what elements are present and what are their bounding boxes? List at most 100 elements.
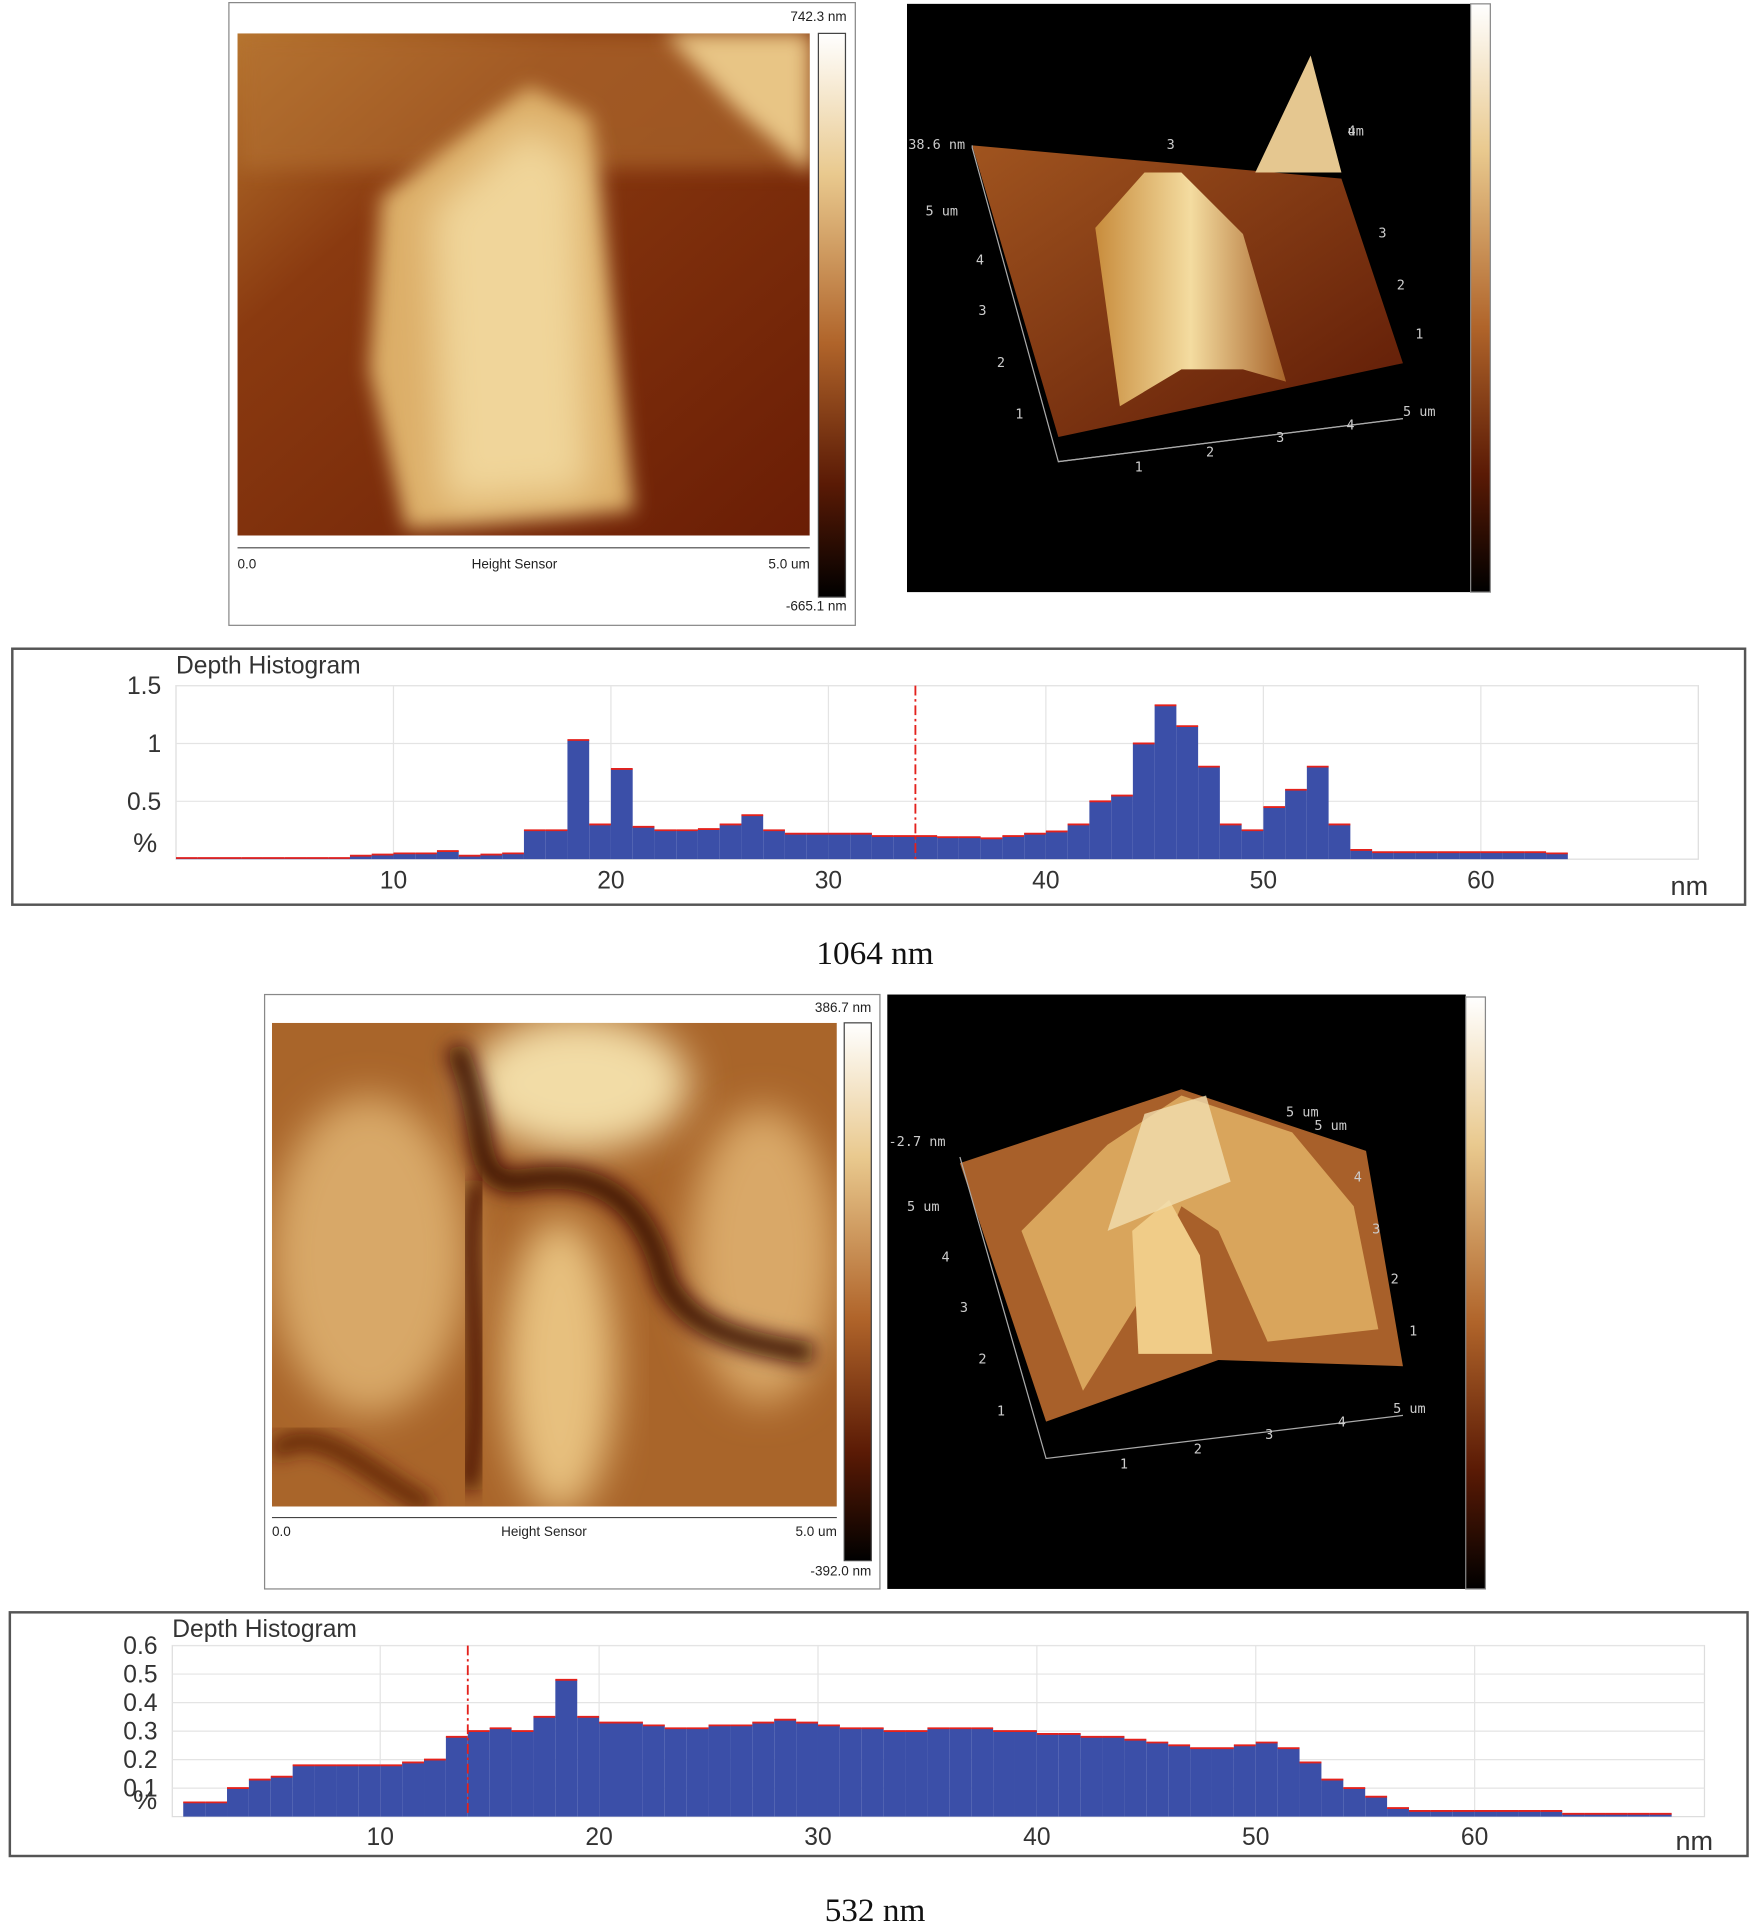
axis-label-3d: 3 — [1378, 226, 1386, 242]
bar — [1219, 824, 1242, 860]
y-tick-label: 1.5 — [127, 673, 161, 700]
bar — [719, 824, 742, 860]
bar — [1036, 1733, 1059, 1817]
bar — [871, 836, 894, 860]
bar — [1067, 824, 1090, 860]
scale-min: -665.1 nm — [786, 599, 847, 614]
bar — [784, 833, 807, 860]
x-start: 0.0 — [272, 1524, 291, 1539]
bar — [1263, 807, 1286, 860]
bar — [1387, 1808, 1409, 1817]
bar — [1233, 1745, 1256, 1817]
bar — [358, 1765, 381, 1817]
axis-label-3d: 1 — [1409, 1323, 1417, 1339]
y-tick-label: 0.1 — [123, 1776, 157, 1803]
bar — [599, 1722, 622, 1817]
bar — [1328, 824, 1351, 860]
bar — [1408, 1810, 1431, 1817]
bar — [270, 1776, 293, 1817]
bar — [1299, 1762, 1322, 1817]
axis-label-3d: 38.6 nm — [908, 137, 965, 153]
bar — [1649, 1813, 1672, 1817]
axis-label-3d: 4 — [1346, 418, 1354, 434]
bar — [1540, 1810, 1563, 1817]
bar — [883, 1731, 906, 1817]
scale-max: 386.7 nm — [815, 1000, 871, 1015]
color-bar — [843, 1022, 872, 1562]
bar — [533, 1716, 556, 1817]
bar — [1518, 1810, 1541, 1817]
x-tick-label: 60 — [1461, 1824, 1488, 1851]
bar — [567, 740, 590, 860]
axis-label-3d: 2 — [1194, 1442, 1202, 1458]
bar — [796, 1722, 818, 1817]
bar — [502, 853, 524, 860]
bar — [458, 855, 481, 860]
axis-label-3d: 3 — [1372, 1221, 1380, 1237]
axis-label-3d: 2 — [978, 1352, 986, 1368]
color-bar — [817, 32, 847, 598]
bar — [1277, 1748, 1300, 1817]
axis-label-3d: 3 — [1276, 430, 1284, 446]
bar — [248, 1779, 271, 1817]
caption: 1064 nm — [816, 935, 933, 972]
bar — [1546, 853, 1568, 860]
axis-label-3d: 5 um — [1403, 404, 1436, 420]
y-tick-label: 0.3 — [123, 1719, 157, 1746]
color-bar — [1470, 3, 1491, 593]
afm-feature — [504, 1218, 616, 1507]
bar — [1562, 1813, 1585, 1817]
bar — [1146, 1742, 1169, 1817]
y-tick-label: 1 — [148, 731, 162, 758]
axis-label-3d: 5 um — [925, 204, 958, 220]
bar — [1002, 836, 1025, 860]
axis-label-3d: 3 — [1265, 1427, 1273, 1443]
axis-label-3d: 1 — [1120, 1456, 1128, 1472]
bar — [828, 833, 851, 860]
bar — [893, 836, 916, 860]
surface-feature — [1107, 1095, 1231, 1231]
axis-label-3d: 1 — [1015, 407, 1023, 423]
bar — [511, 1731, 534, 1817]
bar — [415, 853, 437, 860]
bar — [905, 1731, 928, 1817]
axis-label-3d: 1 — [997, 1403, 1005, 1419]
bar — [205, 1802, 228, 1817]
bar — [1132, 743, 1155, 860]
bar — [183, 1802, 206, 1817]
bar — [937, 837, 959, 860]
histogram: 0.5 1 1.5 10 20 30 40 50 60 Depth Histogram% nm — [127, 652, 1708, 901]
bar — [1089, 801, 1112, 860]
bar — [1502, 852, 1525, 860]
afm-valley — [271, 1432, 435, 1507]
x-tick-label: 20 — [585, 1824, 612, 1851]
chart-title: Depth Histogram — [176, 652, 361, 679]
bar — [915, 836, 938, 860]
bar — [1605, 1813, 1628, 1817]
bar — [545, 830, 568, 860]
caption: 532 nm — [825, 1892, 926, 1929]
bar — [1306, 766, 1329, 860]
bar — [632, 826, 655, 860]
bar — [1024, 833, 1046, 860]
axis-label-3d: 2 — [1391, 1272, 1399, 1288]
y-tick-label: 0.4 — [123, 1690, 157, 1717]
surface-feature — [1021, 1095, 1379, 1391]
bar — [1496, 1810, 1519, 1817]
bar — [1014, 1731, 1037, 1817]
x-end: 5.0 um — [796, 1524, 837, 1539]
bar — [436, 851, 459, 860]
scale-min: -392.0 nm — [810, 1563, 871, 1578]
bar — [642, 1725, 665, 1817]
bar — [949, 1728, 972, 1817]
bar — [424, 1759, 446, 1817]
plot-area — [175, 685, 1699, 860]
bar — [686, 1728, 709, 1817]
bar — [1437, 852, 1460, 860]
bar — [1524, 852, 1547, 860]
bar — [676, 830, 698, 860]
bar — [1045, 831, 1068, 860]
bar — [589, 824, 611, 860]
